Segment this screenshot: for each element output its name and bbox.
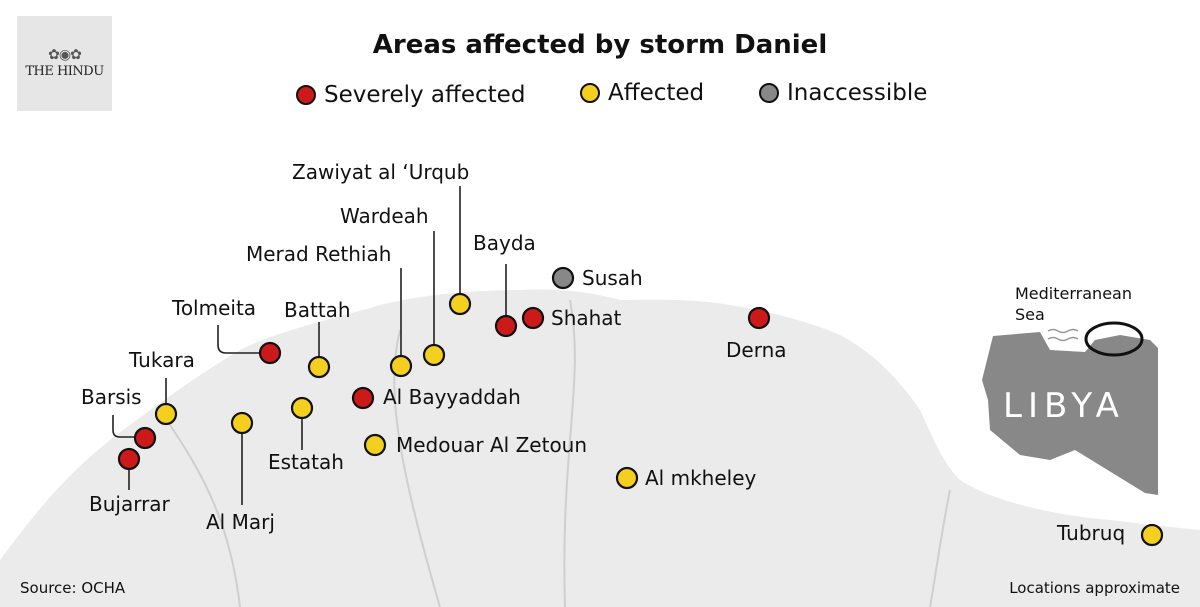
page-title: Areas affected by storm Daniel [372, 30, 828, 60]
label-bujarrar: Bujarrar [89, 492, 170, 516]
label-tubruq: Tubruq [1057, 521, 1126, 545]
marker-battah[interactable] [307, 355, 331, 379]
sea-label-line2: Sea [1015, 305, 1045, 324]
legend-affected: Affected [580, 80, 704, 106]
marker-medouar-al-zetoun[interactable] [363, 433, 387, 457]
legend-label: Inaccessible [787, 80, 928, 106]
sea-waves-icon [1047, 336, 1079, 342]
road-line [169, 424, 241, 607]
land-area [0, 289, 1200, 607]
locations-note: Locations approximate [1009, 579, 1180, 597]
legend-severely-affected: Severely affected [296, 82, 525, 108]
the-hindu-logo: ✿◉✿ THE HINDU [17, 16, 112, 111]
label-derna: Derna [726, 338, 787, 362]
marker-susah[interactable] [551, 266, 575, 290]
legend-inaccessible: Inaccessible [759, 80, 927, 106]
label-wardeah: Wardeah [340, 204, 429, 228]
sea-label-line1: Mediterranean [1015, 284, 1132, 303]
label-al-marj: Al Marj [206, 510, 275, 534]
label-zawiyat-al-urqub: Zawiyat al ‘Urqub [292, 160, 470, 184]
marker-bujarrar[interactable] [117, 447, 141, 471]
label-al-mkheley: Al mkheley [645, 466, 757, 490]
marker-shahat[interactable] [521, 306, 545, 330]
label-tolmeita: Tolmeita [172, 296, 257, 320]
marker-bayda[interactable] [494, 314, 518, 338]
marker-tukara[interactable] [154, 402, 178, 426]
label-bayda: Bayda [473, 231, 536, 255]
label-tukara: Tukara [129, 348, 195, 372]
road-line [393, 329, 441, 607]
label-susah: Susah [582, 266, 643, 290]
country-label: LIBYA [1003, 386, 1125, 426]
label-battah: Battah [284, 298, 351, 322]
marker-al-bayyaddah[interactable] [351, 386, 375, 410]
yellow-dot-icon [580, 83, 600, 103]
sea-waves-icon [1047, 328, 1079, 334]
label-merad-rethiah: Merad Rethiah [246, 242, 392, 266]
marker-barsis[interactable] [133, 426, 157, 450]
legend-label: Affected [608, 80, 705, 106]
marker-merad-rethiah[interactable] [389, 354, 413, 378]
libya-inset-shape [982, 332, 1158, 495]
highlight-ellipse [1084, 321, 1144, 357]
label-medouar-al-zetoun: Medouar Al Zetoun [396, 433, 588, 457]
red-dot-icon [296, 85, 316, 105]
label-barsis: Barsis [81, 385, 142, 409]
grey-dot-icon [759, 83, 779, 103]
marker-tubruq[interactable] [1140, 523, 1164, 547]
label-al-bayyaddah: Al Bayyaddah [383, 385, 521, 409]
marker-al-marj[interactable] [230, 411, 254, 435]
logo-text: THE HINDU [25, 64, 104, 79]
marker-al-mkheley[interactable] [615, 466, 639, 490]
marker-zawiyat-al-urqub[interactable] [448, 292, 472, 316]
road-line [563, 299, 576, 607]
marker-estatah[interactable] [290, 396, 314, 420]
emblem-icon: ✿◉✿ [48, 47, 82, 63]
source-note: Source: OCHA [20, 579, 126, 597]
label-estatah: Estatah [268, 450, 344, 474]
label-shahat: Shahat [551, 306, 622, 330]
legend-label: Severely affected [324, 82, 526, 108]
marker-wardeah[interactable] [422, 343, 446, 367]
marker-derna[interactable] [747, 306, 771, 330]
road-line [929, 489, 951, 607]
marker-tolmeita[interactable] [258, 341, 282, 365]
sea-label: Mediterranean Sea [1015, 283, 1132, 325]
